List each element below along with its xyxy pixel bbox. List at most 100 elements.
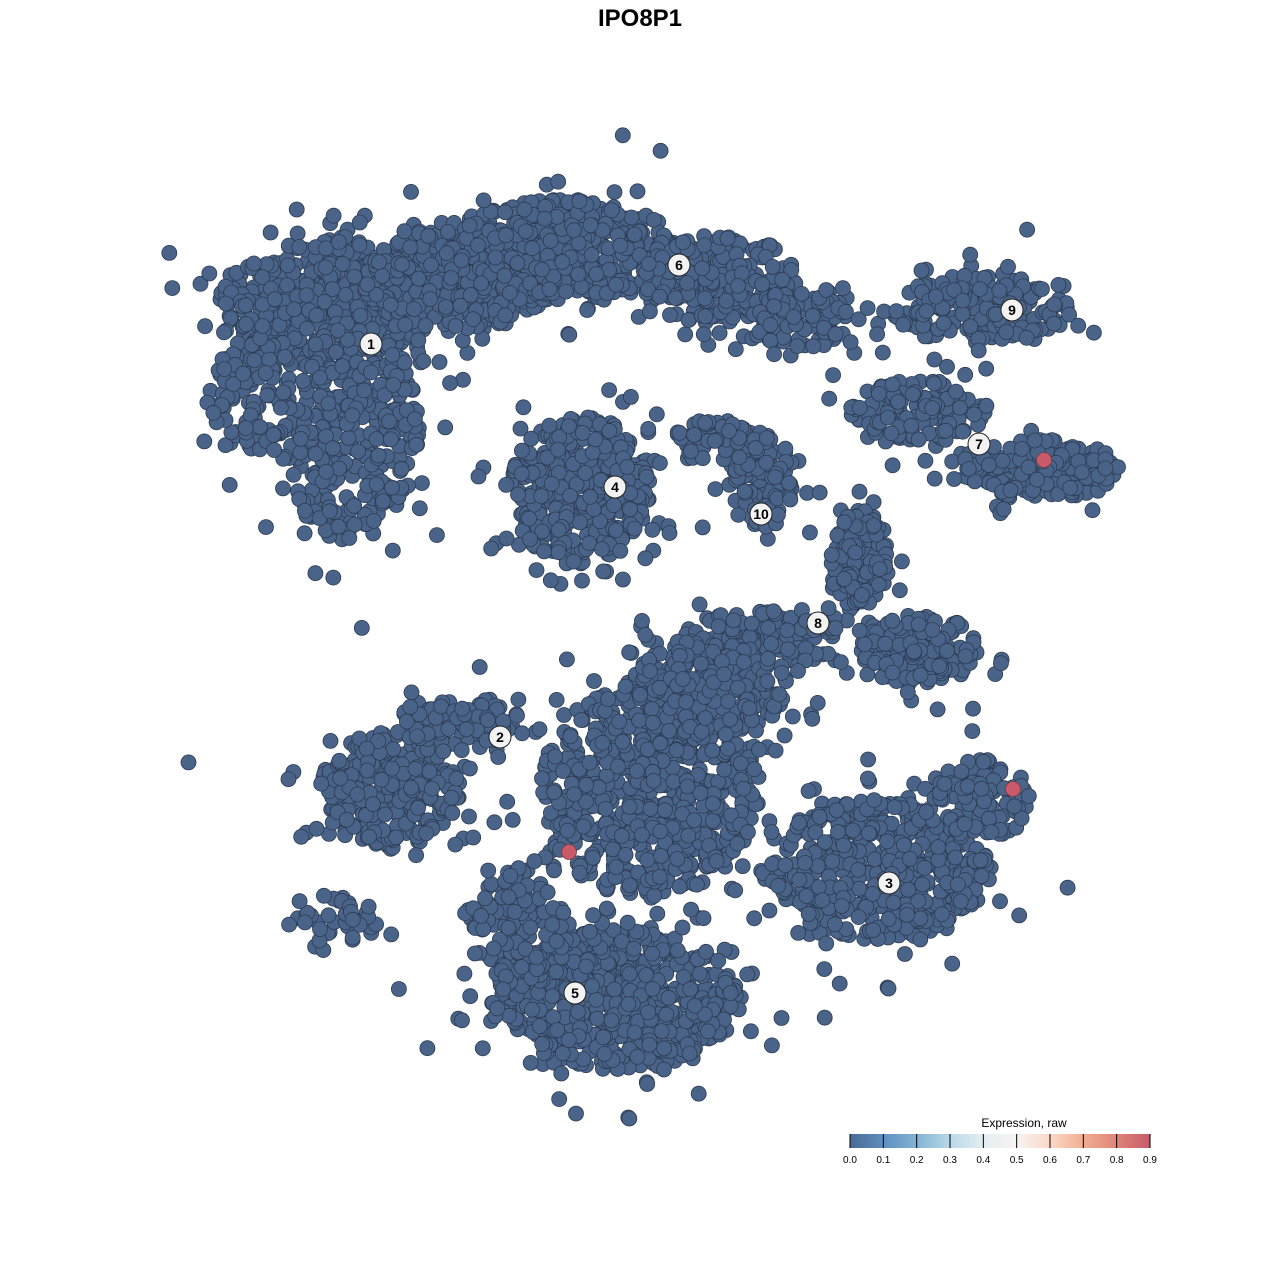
data-point xyxy=(312,921,328,937)
data-point xyxy=(865,517,882,534)
data-point xyxy=(603,1012,620,1029)
data-point xyxy=(411,500,428,517)
data-point xyxy=(913,262,930,279)
data-point xyxy=(637,550,654,567)
data-point xyxy=(638,967,654,983)
data-point xyxy=(854,587,870,603)
data-point xyxy=(700,1023,716,1040)
data-point xyxy=(324,440,341,457)
data-point xyxy=(793,285,810,302)
data-point xyxy=(595,1029,612,1046)
data-point xyxy=(350,443,367,460)
data-point xyxy=(879,409,896,426)
data-point xyxy=(469,237,486,254)
data-point xyxy=(474,1040,491,1057)
data-point xyxy=(634,613,650,629)
data-point xyxy=(454,1012,470,1029)
data-point xyxy=(483,876,500,892)
data-point xyxy=(384,542,401,559)
data-point xyxy=(789,338,806,355)
data-point xyxy=(272,399,289,416)
data-point xyxy=(381,413,398,430)
data-point xyxy=(431,354,448,370)
data-point xyxy=(682,981,699,998)
data-point xyxy=(279,277,296,294)
data-point xyxy=(711,325,728,341)
data-point xyxy=(259,387,276,404)
data-point xyxy=(475,921,492,937)
data-point xyxy=(762,317,779,333)
data-point xyxy=(669,942,686,959)
data-point xyxy=(696,290,713,307)
data-point xyxy=(1002,482,1019,499)
data-point xyxy=(566,222,582,239)
data-point xyxy=(553,1065,570,1082)
data-point xyxy=(308,307,325,324)
data-point xyxy=(390,981,407,997)
data-point xyxy=(779,622,796,639)
data-point xyxy=(453,742,470,759)
data-point xyxy=(550,441,566,458)
data-point xyxy=(313,775,330,792)
data-point xyxy=(598,900,615,917)
data-point xyxy=(644,981,661,997)
data-point xyxy=(359,762,376,779)
data-point xyxy=(937,422,954,439)
data-point xyxy=(359,276,376,293)
data-point xyxy=(443,789,460,806)
data-point xyxy=(237,420,254,437)
data-point xyxy=(442,375,459,391)
data-point xyxy=(266,442,283,458)
data-point xyxy=(579,302,596,318)
data-point xyxy=(384,479,400,496)
data-point xyxy=(297,914,313,931)
data-point xyxy=(606,497,622,514)
data-point xyxy=(465,311,482,328)
data-point xyxy=(851,622,868,639)
data-point xyxy=(548,933,565,950)
data-point xyxy=(437,419,454,436)
data-point xyxy=(375,493,391,510)
data-point xyxy=(1018,329,1035,346)
data-point xyxy=(638,468,655,485)
data-point xyxy=(521,510,537,527)
data-point xyxy=(972,281,988,298)
data-point xyxy=(317,259,334,276)
data-point xyxy=(640,255,657,272)
data-point xyxy=(926,375,942,392)
data-point xyxy=(894,553,910,570)
data-point xyxy=(550,522,567,538)
data-point xyxy=(645,211,662,228)
data-point xyxy=(954,292,971,309)
data-point xyxy=(764,1037,780,1054)
data-point xyxy=(291,239,308,255)
data-point xyxy=(555,904,572,921)
data-point xyxy=(487,249,504,266)
data-point xyxy=(320,907,337,924)
data-point xyxy=(405,301,422,318)
data-point xyxy=(588,266,605,282)
data-point xyxy=(924,622,941,638)
data-point xyxy=(374,267,391,284)
data-point xyxy=(615,571,631,588)
data-point xyxy=(644,521,661,538)
data-point xyxy=(252,419,268,435)
data-point xyxy=(718,292,735,309)
data-point xyxy=(315,887,332,904)
data-point xyxy=(516,201,533,218)
data-point xyxy=(572,514,588,531)
data-point xyxy=(1029,471,1045,488)
data-point xyxy=(910,431,927,448)
data-point xyxy=(534,261,550,278)
data-point xyxy=(331,752,348,769)
data-point xyxy=(528,949,545,966)
data-point xyxy=(606,981,623,998)
data-point xyxy=(966,406,982,423)
data-point xyxy=(280,771,297,788)
data-point xyxy=(261,351,278,368)
data-point xyxy=(497,307,514,324)
data-point xyxy=(623,209,640,226)
data-point xyxy=(816,1009,833,1026)
data-point xyxy=(558,283,574,300)
data-point xyxy=(420,228,437,244)
